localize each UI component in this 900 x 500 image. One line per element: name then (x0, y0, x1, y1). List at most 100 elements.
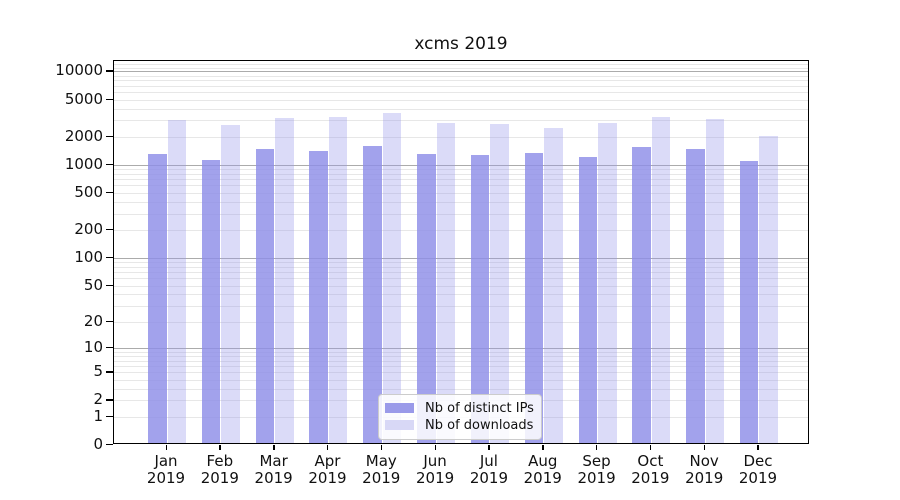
x-tick-label: Dec 2019 (738, 452, 778, 487)
x-tick-label: Feb 2019 (200, 452, 239, 487)
bar-distinct-ips (470, 155, 490, 443)
gridline-minor (114, 294, 808, 296)
bar-downloads (275, 117, 294, 443)
y-tick-label: 200 (74, 219, 103, 238)
y-tick-label: 20 (83, 311, 103, 330)
y-tick-mark (106, 70, 113, 72)
y-tick-label: 2000 (64, 126, 103, 145)
legend-item-distinct-ips: Nb of distinct IPs (385, 400, 534, 416)
bar-downloads (544, 127, 563, 443)
gridline-minor (114, 285, 808, 287)
y-tick-label: 5 (93, 362, 103, 381)
y-tick-label: 500 (74, 182, 103, 201)
gridline-minor (114, 266, 808, 268)
bar-distinct-ips (686, 148, 705, 443)
bar-distinct-ips (417, 154, 436, 443)
gridline-minor (114, 92, 808, 94)
gridline-major (114, 164, 808, 166)
bar-distinct-ips (524, 153, 544, 443)
gridline-minor (114, 173, 808, 175)
x-tick-mark (757, 445, 759, 450)
bar-distinct-ips (578, 156, 598, 443)
x-tick-mark (380, 445, 383, 450)
legend-swatch-downloads (385, 420, 414, 430)
gridline-major (114, 71, 808, 73)
gridline-major (114, 257, 808, 259)
y-tick-label: 1000 (64, 154, 103, 173)
bar-downloads (759, 135, 778, 443)
y-tick-label: 2 (93, 390, 103, 409)
x-tick-label: May 2019 (362, 452, 401, 487)
gridline-minor (114, 372, 808, 374)
x-tick-label: Mar 2019 (254, 452, 293, 487)
y-tick-mark (106, 228, 113, 231)
gridline-minor (114, 192, 808, 194)
x-tick-mark (165, 445, 167, 450)
y-tick-mark (106, 191, 113, 194)
gridline-minor (114, 136, 808, 138)
x-tick-mark (434, 445, 436, 450)
legend-swatch-distinct-ips (385, 403, 414, 413)
gridline-minor (114, 169, 808, 171)
y-tick-mark (106, 371, 113, 373)
gridline-minor (114, 201, 808, 203)
y-tick-label: 10 (83, 337, 103, 356)
bar-downloads (328, 117, 348, 443)
gridline-major (114, 347, 808, 349)
bar-distinct-ips (309, 150, 328, 443)
gridline-minor (114, 185, 808, 187)
x-tick-label: Nov 2019 (685, 452, 724, 487)
x-tick-label: Jan 2019 (146, 452, 186, 487)
x-tick-label: Jul 2019 (469, 452, 508, 487)
bar-downloads (167, 119, 186, 443)
bar-downloads (651, 117, 671, 443)
gridline-minor (114, 67, 808, 69)
y-tick-mark (106, 98, 113, 100)
y-tick-label: 5000 (64, 89, 103, 108)
gridline-minor (114, 99, 808, 101)
x-tick-label: Apr 2019 (308, 452, 347, 487)
gridline-minor (114, 64, 808, 65)
bar-downloads (436, 123, 456, 443)
bar-downloads (705, 119, 725, 443)
y-tick-label: 100 (74, 247, 103, 266)
y-tick-mark (106, 163, 113, 166)
gridline-minor (114, 120, 808, 122)
legend: Nb of distinct IPs Nb of downloads (378, 394, 542, 440)
legend-label-distinct-ips: Nb of distinct IPs (425, 400, 534, 416)
gridline-minor (114, 108, 808, 110)
x-tick-mark (488, 445, 490, 450)
bar-distinct-ips (201, 159, 221, 443)
gridline-minor (114, 278, 808, 280)
bar-distinct-ips (632, 146, 651, 443)
gridline-minor (114, 262, 808, 264)
y-tick-label: 10000 (55, 61, 103, 80)
x-tick-mark (542, 445, 544, 450)
y-tick-mark (106, 346, 113, 349)
x-tick-label: Aug 2019 (523, 452, 562, 487)
legend-item-downloads: Nb of downloads (385, 417, 533, 433)
gridline-minor (114, 360, 808, 362)
gridline-minor (114, 75, 808, 77)
y-tick-mark (106, 415, 113, 418)
y-tick-mark (106, 320, 113, 322)
bar-distinct-ips (363, 146, 382, 443)
x-tick-label: Oct 2019 (631, 452, 670, 487)
bar-downloads (221, 124, 240, 443)
gridline-minor (114, 305, 808, 307)
gridline-minor (114, 355, 808, 357)
bar-distinct-ips (148, 154, 167, 443)
chart-title: xcms 2019 (414, 34, 508, 54)
bar-downloads (382, 113, 402, 443)
gridline-minor (114, 366, 808, 368)
y-tick-mark (106, 444, 113, 446)
y-tick-label: 50 (83, 275, 103, 294)
gridline-minor (114, 229, 808, 231)
gridline-minor (114, 351, 808, 353)
plot-area (113, 60, 809, 444)
y-tick-mark (106, 256, 113, 259)
bar-distinct-ips (255, 149, 275, 443)
bar-downloads (490, 124, 509, 443)
y-tick-label: 0 (93, 435, 103, 453)
